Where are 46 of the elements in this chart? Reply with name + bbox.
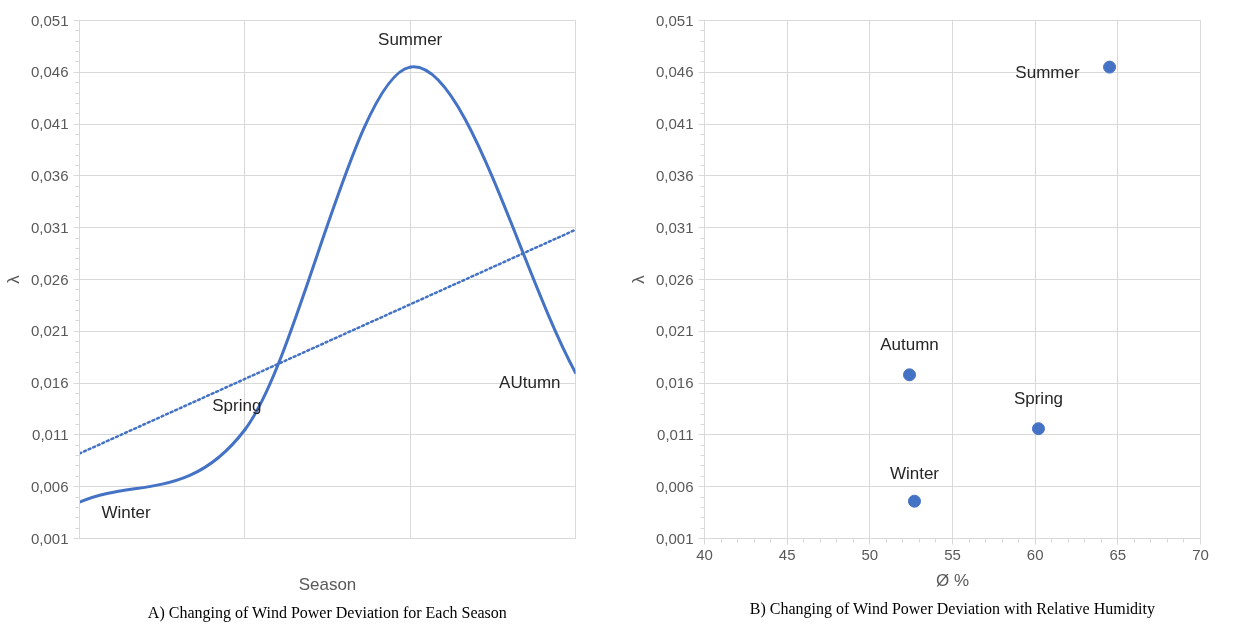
y-tick-label: 0,006 bbox=[30, 477, 69, 495]
y-tick-label: 0,001 bbox=[30, 529, 69, 547]
y-tick-label: 0,021 bbox=[655, 322, 694, 340]
y-tick-label: 0,036 bbox=[655, 166, 694, 184]
y-tick-label: 0,046 bbox=[655, 63, 694, 81]
y-tick-label: 0,051 bbox=[655, 11, 694, 29]
y-tick-label: 0,036 bbox=[30, 166, 69, 184]
data-label: Winter bbox=[889, 463, 940, 483]
x-tick-label: 50 bbox=[861, 545, 879, 563]
y-tick-label: 0,031 bbox=[655, 218, 694, 236]
x-axis-title: Ø % bbox=[935, 570, 970, 590]
text: B) Changing of Wind Power Deviation with Relative Humidity bbox=[749, 599, 1155, 618]
y-axis-title: λ bbox=[3, 274, 23, 284]
x-axis-title: Season bbox=[298, 574, 357, 594]
x-tick-label: 40 bbox=[696, 545, 713, 563]
point bbox=[903, 368, 917, 382]
x-tick-label: 55 bbox=[944, 545, 961, 563]
y-tick-label: 0,046 bbox=[30, 63, 69, 81]
y-tick-label: 0,031 bbox=[30, 218, 69, 236]
y-axis-title: λ bbox=[628, 274, 648, 284]
x-tick-label: 70 bbox=[1192, 545, 1209, 563]
y-tick-label: 0,021 bbox=[30, 322, 69, 340]
data-label: Summer bbox=[1015, 62, 1080, 82]
y-tick-label: 0,041 bbox=[655, 115, 694, 133]
y-tick-label: 0,006 bbox=[655, 477, 694, 495]
x-tick-label: 65 bbox=[1109, 545, 1127, 563]
point bbox=[907, 494, 921, 508]
data-label: Winter bbox=[101, 502, 151, 522]
y-tick-label: 0,051 bbox=[30, 11, 69, 29]
text: A) Changing of Wind Power Deviation for Each Season bbox=[147, 603, 507, 622]
x-tick-label: 60 bbox=[1026, 545, 1044, 563]
data-label: AUtumn bbox=[499, 373, 561, 393]
y-tick-label: 0,016 bbox=[30, 374, 69, 392]
y-tick-label: 0,041 bbox=[30, 115, 69, 133]
data-label: Autumn bbox=[880, 335, 939, 355]
y-tick-label: 0,026 bbox=[30, 270, 69, 288]
data-label: Spring bbox=[1013, 389, 1064, 409]
y-tick-label: 0,001 bbox=[655, 529, 694, 547]
point bbox=[1103, 60, 1117, 74]
data-label: Summer bbox=[378, 29, 443, 49]
y-tick-label: 0,016 bbox=[655, 374, 694, 392]
x-tick-label: 45 bbox=[778, 545, 796, 563]
y-tick-label: 0,011 bbox=[32, 425, 69, 443]
y-tick-label: 0,011 bbox=[657, 425, 694, 443]
point bbox=[1031, 422, 1045, 436]
y-tick-label: 0,026 bbox=[655, 270, 694, 288]
